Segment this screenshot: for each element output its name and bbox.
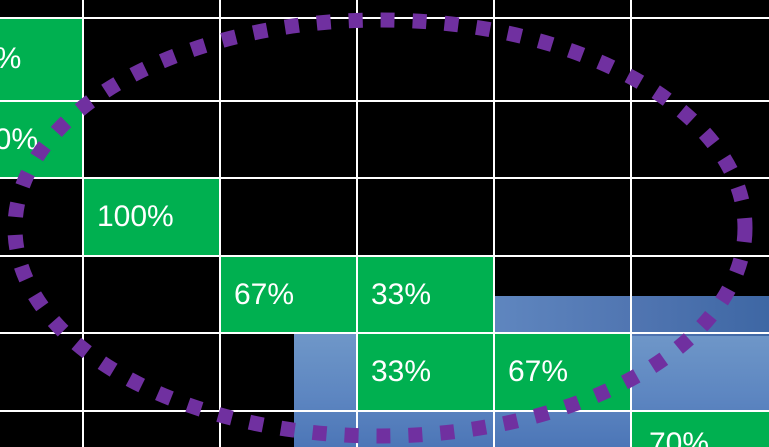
cell-value: 70% bbox=[649, 427, 710, 447]
matrix-cell: 67% bbox=[220, 256, 356, 333]
cell-value: 33% bbox=[371, 277, 432, 311]
cell-value: 00% bbox=[0, 122, 39, 156]
matrix-cell: 33% bbox=[357, 256, 493, 333]
matrix-cell: 00% bbox=[0, 101, 82, 178]
cell-value: 100% bbox=[97, 200, 174, 233]
ellipse-outline bbox=[7, 12, 753, 444]
grid-line-vertical bbox=[82, 0, 84, 447]
grid-line-vertical bbox=[493, 0, 495, 447]
grid-line-vertical bbox=[630, 0, 632, 447]
grid-line-horizontal bbox=[0, 332, 769, 334]
grid-line-horizontal bbox=[0, 255, 769, 257]
matrix-cell: 33% bbox=[357, 334, 493, 410]
matrix-cell: 0% bbox=[0, 18, 82, 100]
grid-line-vertical bbox=[356, 0, 358, 447]
cell-value: 33% bbox=[371, 355, 432, 388]
cell-value: 67% bbox=[234, 277, 295, 311]
cell-value: 67% bbox=[508, 355, 569, 388]
grid-line-horizontal bbox=[0, 410, 769, 412]
cell-value: 0% bbox=[0, 44, 21, 74]
grid-line-horizontal bbox=[0, 100, 769, 102]
grid-line-horizontal bbox=[0, 177, 769, 179]
matrix-cell: 70% bbox=[631, 411, 769, 447]
matrix-cell: 100% bbox=[83, 179, 219, 255]
grid-line-vertical bbox=[219, 0, 221, 447]
